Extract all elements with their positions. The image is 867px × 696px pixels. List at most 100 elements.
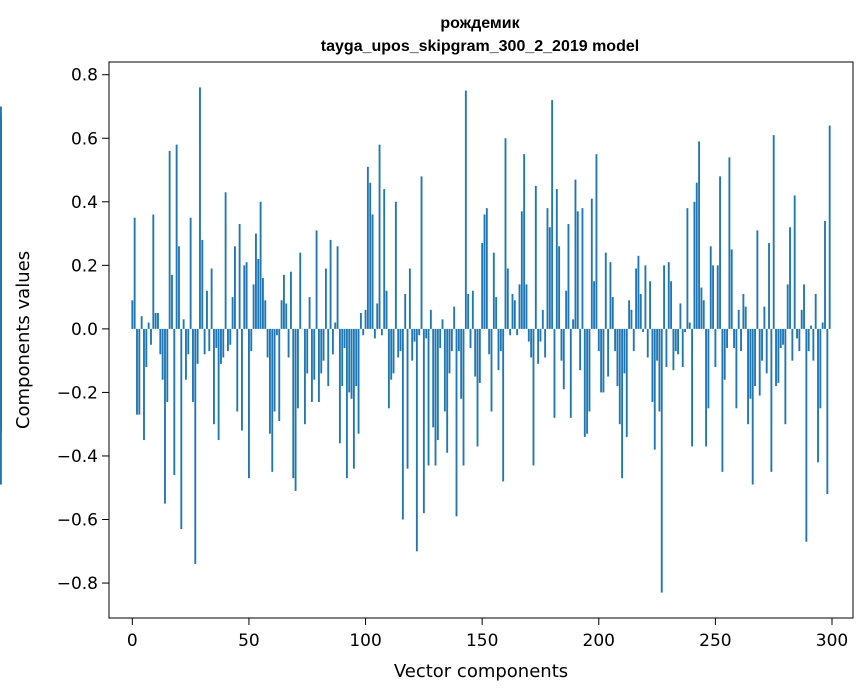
bar-6 bbox=[145, 328, 148, 368]
bar-174 bbox=[537, 328, 540, 364]
bar-215 bbox=[632, 328, 635, 352]
bar-63 bbox=[278, 328, 281, 422]
bar-106 bbox=[378, 144, 381, 329]
bar-259 bbox=[735, 328, 738, 409]
bar-80 bbox=[317, 328, 320, 402]
bar-118 bbox=[406, 328, 409, 469]
bar-119 bbox=[408, 268, 411, 329]
bar-50 bbox=[248, 328, 250, 479]
bar-274 bbox=[770, 328, 773, 472]
bar-252 bbox=[719, 176, 721, 329]
bar-127 bbox=[427, 328, 430, 466]
bar-297 bbox=[824, 220, 826, 329]
bar-270 bbox=[761, 328, 763, 361]
bar-150 bbox=[481, 243, 484, 329]
x-tick-label: 50 bbox=[238, 631, 260, 651]
bar-54 bbox=[257, 258, 260, 329]
bar-32 bbox=[206, 290, 208, 329]
bar-111 bbox=[390, 328, 393, 380]
bar-17 bbox=[171, 274, 173, 329]
bar-298 bbox=[826, 328, 829, 495]
bar-282 bbox=[789, 227, 791, 329]
bar-299 bbox=[828, 125, 831, 329]
bar-41 bbox=[227, 328, 229, 352]
bar-273 bbox=[768, 243, 770, 329]
bar-74 bbox=[303, 328, 306, 425]
bar-151 bbox=[483, 214, 486, 329]
bar-212 bbox=[625, 328, 628, 437]
bar-undefined bbox=[0, 328, 2, 387]
bar-181 bbox=[553, 328, 556, 418]
bar-170 bbox=[527, 328, 530, 342]
bar-133 bbox=[441, 319, 444, 329]
bar-128 bbox=[429, 309, 432, 329]
bar-266 bbox=[751, 328, 754, 485]
bar-21 bbox=[180, 328, 183, 530]
bar-58 bbox=[266, 328, 269, 358]
bar-271 bbox=[763, 306, 766, 329]
bar-13 bbox=[161, 328, 164, 380]
bar-189 bbox=[572, 319, 575, 329]
bar-9 bbox=[152, 214, 155, 329]
bar-169 bbox=[525, 284, 528, 329]
bar-228 bbox=[663, 265, 666, 329]
bar-161 bbox=[506, 268, 509, 329]
bar-157 bbox=[497, 328, 500, 371]
bar-5 bbox=[143, 328, 145, 441]
bar-191 bbox=[576, 211, 579, 329]
bar-247 bbox=[707, 328, 710, 409]
bar-82 bbox=[322, 328, 325, 361]
x-axis-ticks: 0 50 100 150 200 250 300 bbox=[127, 618, 848, 651]
bar-217 bbox=[637, 255, 640, 329]
bar-110 bbox=[387, 328, 390, 409]
bar-78 bbox=[313, 328, 316, 380]
bar-92 bbox=[345, 328, 348, 479]
bar-152 bbox=[485, 208, 488, 329]
bar-55 bbox=[259, 201, 262, 329]
bar-216 bbox=[635, 268, 638, 329]
bar-276 bbox=[775, 328, 777, 387]
x-tick-label: 300 bbox=[816, 631, 848, 651]
bar-178 bbox=[546, 208, 549, 329]
bar-201 bbox=[600, 328, 603, 393]
bar-185 bbox=[562, 328, 565, 390]
bar-145 bbox=[469, 328, 472, 348]
bar-253 bbox=[721, 328, 724, 472]
y-tick-label: 0.4 bbox=[71, 193, 98, 213]
bar-173 bbox=[534, 185, 537, 329]
bar-66 bbox=[285, 303, 288, 329]
bar-243 bbox=[698, 141, 701, 329]
bar-263 bbox=[744, 306, 747, 329]
bar-0 bbox=[131, 300, 134, 329]
bar-19 bbox=[175, 144, 178, 329]
bar-98 bbox=[359, 312, 362, 329]
bar-86 bbox=[331, 328, 334, 355]
bar-232 bbox=[672, 328, 675, 371]
bar-102 bbox=[369, 182, 372, 329]
bar-275 bbox=[772, 135, 775, 329]
bar-65 bbox=[282, 274, 285, 329]
bar-47 bbox=[241, 328, 243, 431]
bar-221 bbox=[646, 328, 649, 358]
bar-25 bbox=[189, 217, 192, 329]
bar-237 bbox=[684, 328, 687, 333]
bar-42 bbox=[229, 328, 232, 345]
bar-249 bbox=[712, 265, 714, 329]
bar-142 bbox=[462, 328, 465, 466]
bar-117 bbox=[404, 293, 407, 329]
bar-222 bbox=[649, 281, 652, 329]
bar-164 bbox=[513, 300, 516, 329]
bar-60 bbox=[271, 328, 274, 472]
bar-144 bbox=[467, 293, 470, 329]
bar-15 bbox=[166, 328, 169, 402]
bar-265 bbox=[749, 328, 752, 399]
bar-20 bbox=[178, 246, 180, 329]
bar-48 bbox=[243, 265, 246, 329]
bar-267 bbox=[754, 328, 756, 387]
bar-225 bbox=[656, 328, 659, 361]
bar-16 bbox=[168, 150, 171, 329]
bar-79 bbox=[315, 230, 318, 329]
bar-296 bbox=[821, 322, 824, 329]
bar-129 bbox=[432, 328, 435, 428]
bar-51 bbox=[250, 328, 253, 352]
